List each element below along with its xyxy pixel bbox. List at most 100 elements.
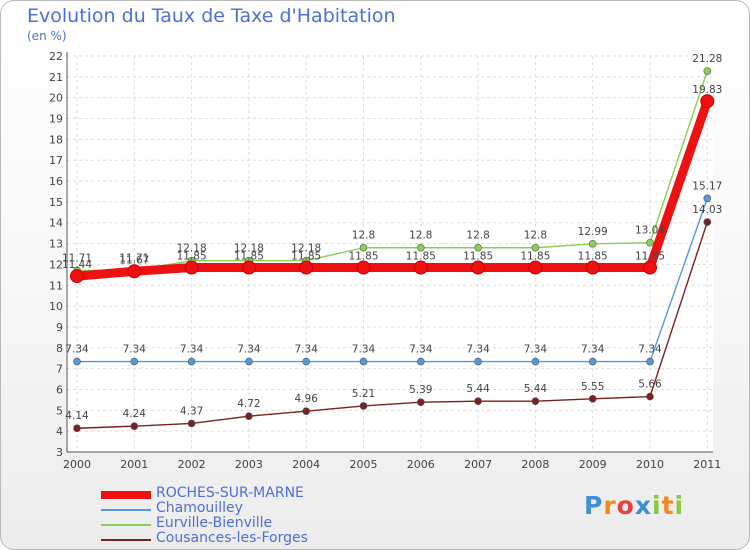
legend-swatch xyxy=(101,539,151,541)
series-line-cousances-les-forges xyxy=(76,221,708,429)
y-tick-label: 9 xyxy=(56,321,63,334)
data-label: 4.37 xyxy=(180,405,203,417)
x-tick-label: 2000 xyxy=(63,458,91,471)
data-point xyxy=(302,407,311,415)
data-point xyxy=(588,395,597,403)
y-tick-label: 16 xyxy=(49,175,63,188)
data-point xyxy=(73,357,81,366)
proxiti-logo: Proxiti xyxy=(584,491,684,520)
data-label: 15.17 xyxy=(692,180,722,192)
legend: ROCHES-SUR-MARNE Chamouilley Eurville-Bien… xyxy=(101,485,361,547)
data-label: 7.34 xyxy=(237,344,261,356)
data-label: 12.18 xyxy=(177,243,207,255)
legend-swatch xyxy=(101,509,151,511)
data-label: 13.04 xyxy=(635,225,665,237)
data-label: 12.8 xyxy=(352,230,375,242)
data-label: 7.34 xyxy=(638,344,662,356)
data-point xyxy=(416,398,425,406)
data-point xyxy=(531,357,540,366)
data-point xyxy=(416,243,425,252)
data-label: 11.85 xyxy=(406,251,436,263)
y-tick-label: 6 xyxy=(56,383,63,396)
data-label: 11.71 xyxy=(119,252,149,264)
data-label: 5.44 xyxy=(524,383,548,395)
legend-label: ROCHES-SUR-MARNE xyxy=(156,485,304,501)
data-point xyxy=(703,67,712,75)
data-label: 11.44 xyxy=(62,259,92,271)
data-point xyxy=(73,424,81,433)
x-tick-label: 2006 xyxy=(407,458,435,471)
y-tick-label: 5 xyxy=(56,404,63,417)
data-label: 5.39 xyxy=(409,384,432,396)
data-point xyxy=(531,397,540,405)
data-point xyxy=(471,260,486,275)
data-label: 4.14 xyxy=(65,410,89,422)
data-point xyxy=(416,357,425,366)
series-line-eurville-bienville xyxy=(76,70,708,272)
y-tick-label: 15 xyxy=(49,196,63,209)
x-tick-label: 2005 xyxy=(350,458,378,471)
y-tick-label: 11 xyxy=(49,279,63,292)
legend-label: Eurville-Bienville xyxy=(156,515,273,531)
data-label: 12.18 xyxy=(291,243,321,255)
data-point xyxy=(356,260,371,275)
data-point xyxy=(187,357,196,366)
x-tick-label: 2004 xyxy=(292,458,320,471)
data-label: 4.72 xyxy=(237,398,260,410)
data-label: 7.34 xyxy=(524,344,548,356)
data-point xyxy=(359,357,368,366)
y-tick-label: 3 xyxy=(56,446,63,459)
x-tick-label: 2009 xyxy=(579,458,607,471)
unit-label: (en %) xyxy=(27,29,67,43)
y-tick-label: 20 xyxy=(49,92,63,105)
data-point xyxy=(245,357,253,366)
y-tick-label: 7 xyxy=(56,363,63,376)
data-point xyxy=(703,194,712,203)
data-point xyxy=(700,94,715,109)
series-line-chamouilley xyxy=(76,197,708,363)
data-label: 11.85 xyxy=(177,251,207,263)
legend-swatch xyxy=(101,524,151,526)
data-label: 12.8 xyxy=(466,230,489,242)
data-label: 12.18 xyxy=(234,243,264,255)
y-tick-label: 10 xyxy=(49,300,63,313)
x-tick-label: 2010 xyxy=(636,458,664,471)
data-label: 11.85 xyxy=(463,251,493,263)
data-label: 7.34 xyxy=(581,344,605,356)
data-label: 12.99 xyxy=(578,226,608,238)
y-tick-label: 13 xyxy=(49,238,63,251)
data-label: 7.34 xyxy=(65,344,89,356)
y-tick-label: 19 xyxy=(49,113,63,126)
data-label: 7.34 xyxy=(295,344,319,356)
data-label: 7.34 xyxy=(180,344,204,356)
data-label: 12.8 xyxy=(524,230,547,242)
y-tick-label: 21 xyxy=(49,71,63,84)
data-label: 21.28 xyxy=(692,53,722,65)
data-point xyxy=(646,392,654,401)
data-point xyxy=(130,422,139,430)
data-point xyxy=(245,412,253,420)
data-point xyxy=(646,238,654,247)
data-label: 11.85 xyxy=(234,251,264,263)
logo-letter: i xyxy=(652,491,662,520)
series-line-roches-sur-marne xyxy=(72,96,712,281)
x-tick-label: 2007 xyxy=(464,458,492,471)
data-label: 7.34 xyxy=(123,344,147,356)
data-label: 11.85 xyxy=(635,251,665,263)
x-tick-label: 2001 xyxy=(120,458,148,471)
legend-item: Cousances-les-Forges xyxy=(101,530,361,547)
legend-item: ROCHES-SUR-MARNE xyxy=(101,485,361,502)
data-point xyxy=(474,243,482,252)
logo-letter: x xyxy=(634,491,652,520)
data-point xyxy=(703,218,712,226)
data-label: 14.03 xyxy=(692,204,722,216)
data-point xyxy=(585,260,600,275)
legend-item: Eurville-Bienville xyxy=(101,515,361,532)
data-point xyxy=(241,260,256,275)
data-point xyxy=(588,357,597,366)
data-label: 5.55 xyxy=(581,381,604,393)
x-tick-label: 2011 xyxy=(693,458,721,471)
logo-letter: r xyxy=(603,491,617,520)
data-label: 5.44 xyxy=(466,383,490,395)
data-label: 7.34 xyxy=(466,344,490,356)
